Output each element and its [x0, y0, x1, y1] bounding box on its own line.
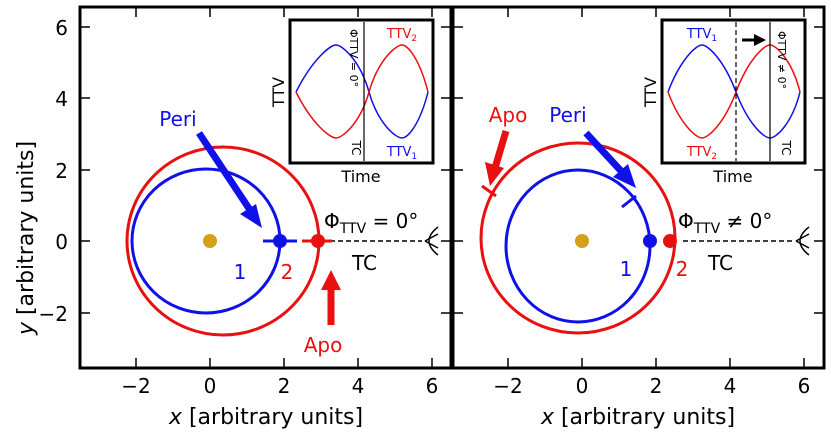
x-tick-label: 2 [650, 374, 663, 398]
planet-2-label: 2 [676, 257, 689, 281]
x-tick-label: 0 [576, 374, 589, 398]
y-tick-label: 4 [55, 87, 68, 111]
apo-label: Apo [489, 103, 528, 127]
planet-1-label: 1 [234, 260, 247, 284]
y-tick-label: 2 [55, 159, 68, 183]
x-tick-label: −2 [493, 374, 522, 398]
inset-ylabel: TTV [641, 77, 660, 108]
observer-eye-icon [795, 226, 810, 256]
apo-arrow-icon [321, 270, 341, 325]
inset-ttv2-label: TTV2 [386, 27, 417, 44]
x-tick-label: 0 [204, 374, 217, 398]
y-axis-label: y [arbitrary units] [14, 141, 39, 336]
planet-2 [663, 234, 677, 248]
inset-frame [660, 18, 807, 165]
inset-ttv2-label: TTV2 [686, 145, 717, 162]
inset-xlabel: Time [340, 167, 380, 186]
x-tick-labels: −2 0 2 4 6 [493, 374, 810, 398]
planet-1-label: 1 [620, 257, 633, 281]
inset-ttv1-label: TTV1 [386, 145, 417, 162]
peri-label: Peri [549, 103, 586, 127]
phi-ttv-label: ΦTTV ≠ 0° [678, 209, 772, 237]
shift-arrow-icon [742, 34, 766, 46]
ttv-curve-2 [295, 44, 429, 139]
tc-label: TC [707, 251, 733, 275]
x-tick-label: 4 [352, 374, 365, 398]
tc-label: TC [351, 251, 377, 275]
apo-label: Apo [304, 333, 343, 357]
planet-1 [643, 234, 657, 248]
y-tick-label: 6 [55, 16, 68, 40]
inset-tc: TC [349, 139, 363, 155]
observer-eye-icon [424, 226, 439, 256]
phi-ttv-label: ΦTTV = 0° [324, 209, 418, 237]
inset-tc: TC [779, 139, 793, 155]
x-tick-label: 6 [798, 374, 811, 398]
inset-ttv1-label: TTV1 [686, 27, 717, 44]
peri-label: Peri [159, 107, 196, 131]
x-tick-label: 4 [724, 374, 737, 398]
y-tick-label: 0 [55, 230, 68, 254]
x-axis-label: x [arbitrary units] [168, 405, 363, 430]
plot-frame [78, 5, 453, 370]
inset-frame [288, 18, 435, 165]
star [575, 234, 589, 248]
peri-marker-1 [621, 194, 637, 209]
planet-1 [273, 234, 287, 248]
plot-frame [451, 5, 826, 370]
inset-plot: TTV Time ΦTTV = 0° TC TTV2 TTV1 [269, 18, 435, 186]
inset-ylabel: TTV [269, 77, 288, 108]
star [203, 234, 217, 248]
x-tick-label: 6 [426, 374, 439, 398]
inset-phi-vertical: ΦTTV = 0° [347, 29, 360, 87]
apo-marker-2 [481, 184, 497, 198]
axis-ticks [453, 7, 824, 368]
peri-arrow-icon [583, 130, 636, 188]
apo-arrow-icon [485, 130, 510, 186]
axis-ticks [80, 7, 451, 368]
inset-xlabel: Time [712, 167, 752, 186]
x-tick-labels: −2 0 2 4 6 [121, 374, 438, 398]
inset-plot: TTV Time ΦTTV ≠ 0° TC TTV1 TTV2 [641, 18, 807, 186]
ttv-curve-2 [667, 44, 801, 139]
planet-2-label: 2 [281, 260, 294, 284]
left-panel: −2 0 2 4 6 x [arbitrary units] [78, 5, 453, 430]
planet-2 [311, 234, 325, 248]
inset-phi-vertical: ΦTTV ≠ 0° [775, 31, 788, 89]
right-panel: −2 0 2 4 6 x [arbitrary units] [451, 5, 826, 430]
y-tick-labels: 6 4 2 0 −2 [39, 16, 68, 326]
peri-arrow-icon [196, 131, 262, 228]
x-tick-label: 2 [278, 374, 291, 398]
x-axis-label: x [arbitrary units] [540, 405, 735, 430]
x-tick-label: −2 [121, 374, 150, 398]
y-tick-label: −2 [39, 302, 68, 326]
